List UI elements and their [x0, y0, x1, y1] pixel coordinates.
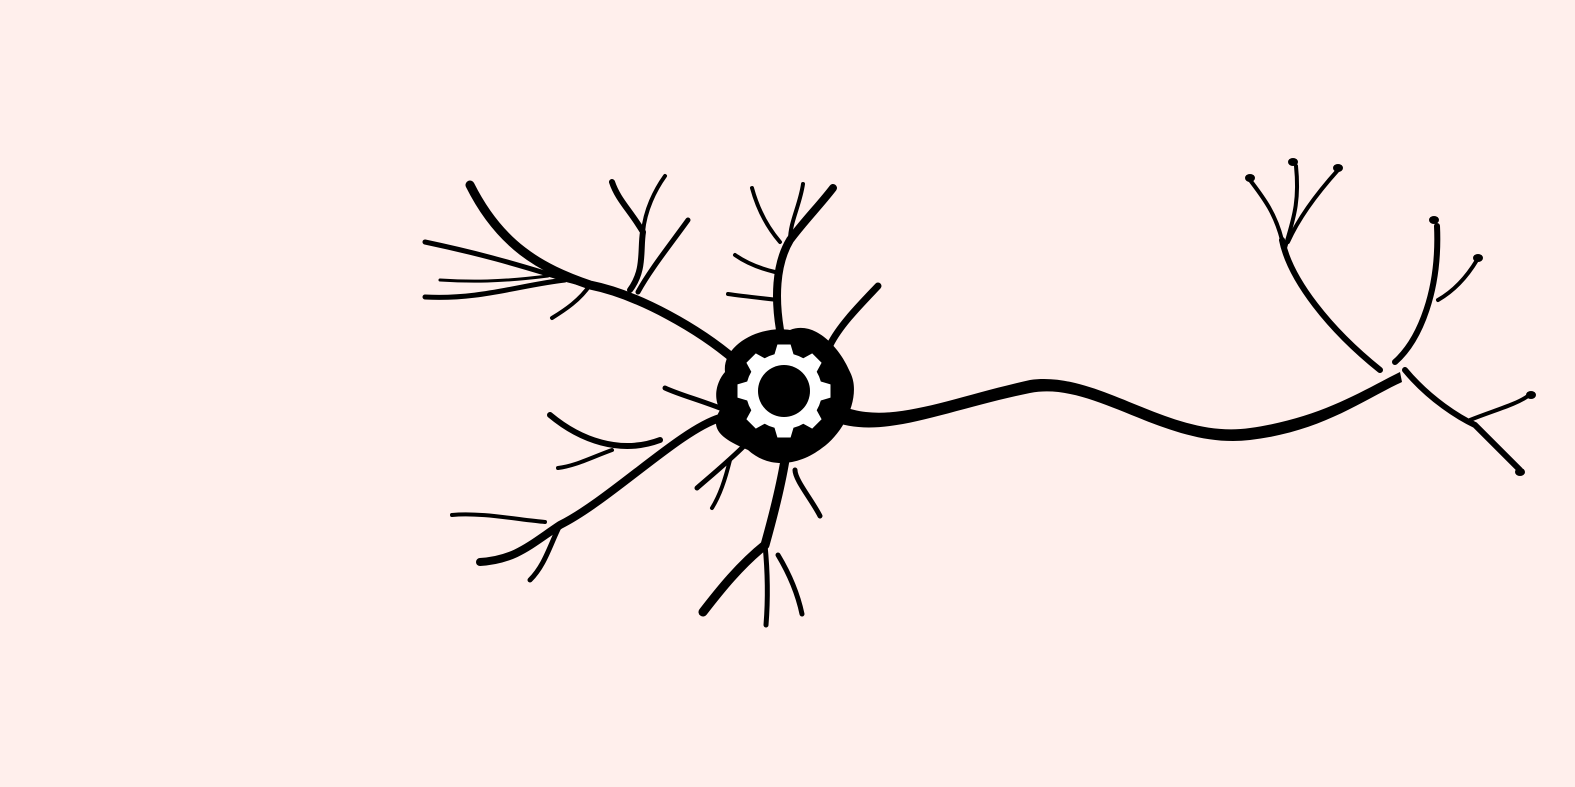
synaptic-boutons — [1245, 158, 1536, 476]
dendrite-26 — [792, 467, 823, 519]
axon-terminal-2 — [1248, 178, 1284, 242]
dendrite-25 — [775, 552, 805, 617]
axon-terminal-6 — [1436, 258, 1479, 302]
dendrite-12 — [733, 253, 777, 274]
dendrite-18 — [527, 522, 563, 583]
dendrite-21 — [694, 442, 748, 491]
dendrite-10 — [788, 182, 805, 242]
bouton-5 — [1473, 254, 1483, 262]
dendrite-13 — [750, 186, 782, 244]
axon-terminals — [1248, 164, 1530, 473]
bouton-3 — [1333, 164, 1343, 172]
dendrite-14 — [826, 282, 882, 349]
bouton-6 — [1526, 391, 1536, 399]
axon-terminal-7 — [1402, 367, 1523, 473]
bouton-4 — [1429, 216, 1439, 224]
dendrite-22 — [710, 458, 732, 510]
dendrite-3 — [422, 277, 568, 300]
axon-terminal-8 — [1468, 394, 1530, 422]
dendrite-2 — [422, 239, 593, 288]
bouton-7 — [1515, 468, 1525, 476]
dendrite-20 — [556, 448, 614, 470]
bouton-2 — [1288, 158, 1298, 166]
bouton-1 — [1245, 174, 1255, 182]
axon-terminal-4 — [1286, 168, 1340, 244]
dendrite-4 — [438, 274, 550, 283]
axon-terminal-1 — [1279, 237, 1383, 373]
dendrite-11 — [726, 292, 780, 302]
axon-terminal-5 — [1392, 223, 1441, 365]
dendrite-19 — [547, 412, 663, 449]
axon — [830, 372, 1402, 441]
dendrite-17 — [450, 512, 547, 524]
dendrite-15 — [662, 385, 728, 413]
dendrite-16 — [476, 414, 724, 566]
gear-icon — [737, 344, 831, 438]
dendrite-8 — [635, 217, 691, 295]
dendrites — [422, 174, 882, 628]
dendrite-24 — [762, 542, 770, 628]
gear-hub — [758, 365, 810, 417]
dendrite-7 — [641, 174, 667, 234]
dendrite-5 — [550, 283, 592, 320]
